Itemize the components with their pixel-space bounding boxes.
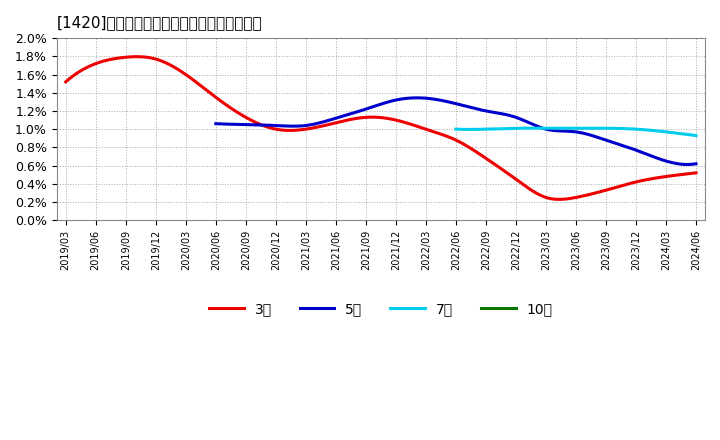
5年	[212, 121, 220, 126]
Line: 7年: 7年	[456, 128, 696, 136]
7年	[595, 125, 603, 131]
7年	[654, 128, 663, 134]
3年	[438, 132, 447, 137]
5年	[618, 143, 626, 148]
3年	[692, 170, 701, 176]
7年	[670, 130, 679, 136]
5年	[507, 113, 516, 118]
5年	[499, 111, 508, 117]
7年	[523, 125, 531, 131]
3年	[449, 136, 458, 142]
3年	[436, 132, 445, 137]
7年	[452, 127, 461, 132]
3年	[637, 178, 646, 183]
7年	[599, 125, 608, 131]
7年	[692, 133, 701, 138]
3年	[554, 197, 563, 202]
5年	[684, 162, 693, 167]
3年	[61, 79, 70, 84]
5年	[648, 154, 657, 159]
Line: 3年: 3年	[66, 57, 696, 199]
5年	[498, 111, 506, 116]
5年	[692, 161, 701, 166]
3年	[63, 77, 72, 83]
3年	[133, 54, 142, 59]
5年	[413, 95, 421, 100]
Text: [1420]　当期純利益マージンの平均値の推移: [1420] 当期純利益マージンの平均値の推移	[57, 15, 262, 30]
7年	[595, 125, 604, 131]
5年	[213, 121, 222, 126]
Legend: 3年, 5年, 7年, 10年: 3年, 5年, 7年, 10年	[203, 296, 559, 322]
Line: 5年: 5年	[216, 98, 696, 165]
3年	[597, 189, 606, 194]
7年	[451, 127, 460, 132]
